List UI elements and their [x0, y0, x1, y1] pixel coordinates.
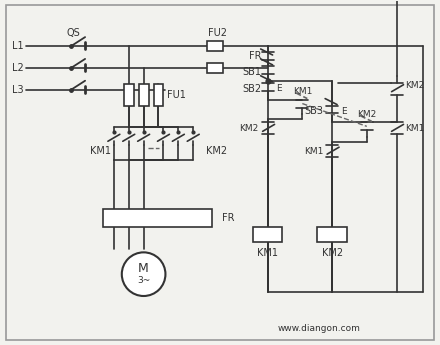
Text: KM1: KM1	[304, 147, 323, 156]
Text: 3~: 3~	[137, 276, 150, 285]
Bar	[124, 84, 134, 106]
Text: QS: QS	[66, 28, 80, 38]
Text: SB1: SB1	[243, 67, 262, 77]
Text: KM1: KM1	[257, 248, 278, 258]
Text: M: M	[138, 262, 149, 275]
Text: KM1: KM1	[91, 146, 111, 156]
Text: E: E	[277, 84, 282, 93]
Text: L1: L1	[12, 41, 23, 51]
Bar	[139, 84, 149, 106]
Circle shape	[122, 252, 165, 296]
Text: E: E	[341, 107, 347, 116]
Bar	[207, 63, 223, 73]
Text: KM2: KM2	[357, 110, 377, 119]
Text: FR: FR	[222, 213, 235, 223]
Text: FU2: FU2	[208, 28, 227, 38]
Text: FU1: FU1	[168, 90, 186, 100]
Bar	[154, 84, 163, 106]
Text: SB3: SB3	[304, 107, 323, 117]
Text: KM2: KM2	[322, 248, 343, 258]
Text: KM1: KM1	[406, 124, 425, 133]
Text: FR: FR	[249, 51, 262, 61]
Bar	[207, 41, 223, 51]
Text: KM2: KM2	[406, 81, 425, 90]
Text: SB2: SB2	[242, 84, 262, 94]
Text: www.diangon.com: www.diangon.com	[278, 324, 361, 333]
Text: KM2: KM2	[239, 124, 259, 133]
Text: L3: L3	[12, 85, 23, 95]
Text: KM2: KM2	[206, 146, 227, 156]
Bar	[103, 209, 212, 227]
Text: L2: L2	[12, 63, 23, 73]
Text: KM1: KM1	[293, 87, 312, 96]
Bar	[317, 227, 347, 243]
Bar	[253, 227, 282, 243]
